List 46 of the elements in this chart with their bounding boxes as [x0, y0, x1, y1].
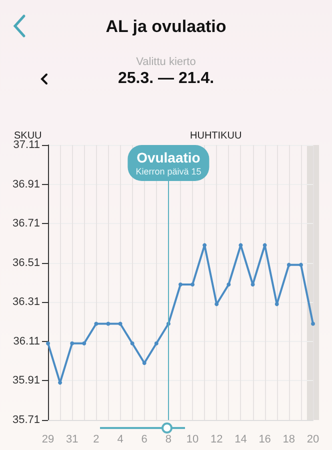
point — [262, 243, 267, 248]
y-tick-label: 36.31 — [12, 296, 40, 308]
text: 25.3. — 21.4. — [116, 70, 216, 88]
y-tick-label: 35.71 — [12, 414, 40, 426]
point — [118, 322, 122, 326]
point — [82, 341, 86, 346]
x-tick-label: 6 — [141, 434, 148, 446]
annotation: Kierron päivä 15 — [136, 166, 202, 176]
y-tick-label: 36.11 — [13, 335, 40, 348]
chart-subtitle: Valittu kierto — [135, 56, 197, 68]
text: HUHTIKUU — [190, 130, 242, 142]
y-tick-label: 37.11 — [13, 139, 40, 151]
x-tick-label: 4 — [117, 434, 124, 446]
y-tick-label: 36.91 — [12, 178, 40, 190]
point — [202, 243, 207, 248]
x-tick-label: 20 — [306, 434, 320, 446]
y-tick-label: 36.51 — [12, 256, 40, 269]
point — [154, 341, 158, 346]
point — [130, 341, 134, 346]
x-tick-label: 29 — [42, 434, 54, 446]
point — [274, 302, 279, 306]
x-tick-label: 18 — [282, 434, 296, 446]
point — [226, 282, 231, 286]
y-tick-label: 35.91 — [12, 374, 40, 387]
x-tick-label: 12 — [210, 434, 223, 446]
x-tick-label: 8 — [165, 434, 172, 446]
point — [311, 322, 315, 326]
point — [58, 380, 62, 385]
point — [190, 282, 195, 286]
point — [70, 341, 74, 346]
x-tick-label: 10 — [186, 434, 199, 446]
x-tick-label: 16 — [258, 434, 271, 446]
chart-title: AL ja ovulaatio — [104, 17, 228, 37]
point — [286, 262, 291, 267]
text: SKUU — [14, 130, 42, 142]
point — [178, 282, 182, 286]
point — [214, 302, 219, 306]
point — [46, 341, 50, 346]
x-tick-label: 31 — [66, 434, 78, 446]
x-tick-label: 14 — [234, 434, 247, 446]
ref-line-label: Ovulaatio — [136, 150, 200, 166]
y-tick-label: 36.71 — [12, 218, 40, 230]
x-tick-label: 2 — [93, 434, 100, 446]
point — [106, 322, 110, 326]
point — [298, 262, 303, 267]
point — [94, 322, 98, 326]
